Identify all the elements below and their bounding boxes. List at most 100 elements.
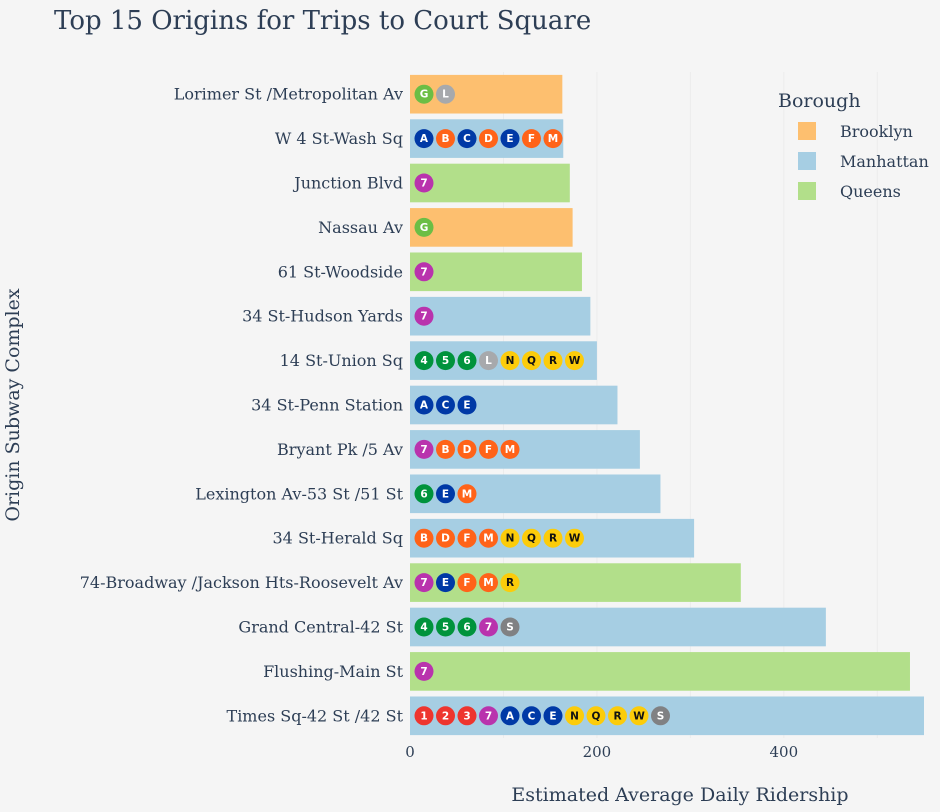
subway-line-badge	[414, 306, 434, 326]
subway-line-badge	[522, 528, 541, 548]
subway-line-badge	[500, 129, 520, 149]
subway-line-badge	[479, 439, 498, 459]
subway-line-label: L	[485, 355, 492, 367]
subway-line-badge	[414, 84, 434, 104]
subway-line-label: 7	[420, 444, 427, 456]
subway-line-badge	[414, 173, 434, 193]
subway-line-badge	[500, 573, 520, 593]
bar	[410, 74, 563, 114]
subway-line-label: S	[657, 710, 665, 722]
subway-line-badge	[479, 351, 498, 371]
category-label: 61 St-Woodside	[278, 262, 403, 281]
subway-line-label: 7	[420, 577, 427, 589]
category-labels: Lorimer St /Metropolitan Av W 4 St-Wash S…	[80, 85, 404, 726]
subway-line-label: 1	[420, 710, 427, 722]
subway-line-badge	[436, 706, 455, 726]
subway-line-label: A	[420, 400, 429, 412]
category-label: 34 St-Penn Station	[251, 396, 403, 415]
subway-line-label: Q	[527, 355, 536, 367]
chart-title: Top 15 Origins for Trips to Court Square	[54, 6, 591, 36]
subway-line-badge	[414, 617, 434, 637]
x-tick-label: 400	[769, 743, 798, 761]
bar-group: 7 E F M R	[410, 563, 741, 602]
subway-line-badge	[414, 439, 434, 459]
subway-line-badge	[522, 129, 541, 149]
subway-line-label: G	[420, 222, 429, 234]
subway-line-badge	[436, 573, 455, 593]
category-label: Junction Blvd	[292, 174, 403, 193]
subway-line-label: Q	[592, 710, 601, 722]
subway-line-badge	[565, 706, 584, 726]
subway-line-badge	[522, 706, 541, 726]
subway-line-label: W	[569, 355, 581, 367]
x-tick-labels: 0 200 400	[405, 743, 798, 761]
subway-line-badge	[543, 129, 563, 149]
subway-line-label: W	[569, 533, 581, 545]
legend-title: Borough	[778, 90, 861, 112]
subway-line-badge	[457, 395, 477, 415]
category-label: W 4 St-Wash Sq	[275, 129, 403, 148]
subway-line-badge	[479, 573, 498, 593]
subway-line-label: Q	[527, 533, 536, 545]
subway-line-label: S	[506, 622, 514, 634]
subway-line-badge	[543, 706, 563, 726]
subway-line-label: E	[442, 577, 449, 589]
subway-line-label: E	[442, 488, 449, 500]
category-label: 74-Broadway /Jackson Hts-Roosevelt Av	[80, 573, 403, 592]
subway-line-label: 5	[442, 355, 449, 367]
subway-line-badge	[457, 573, 477, 593]
subway-line-badge	[565, 351, 584, 371]
bar-group: G	[410, 208, 573, 247]
subway-line-label: 7	[420, 266, 427, 278]
subway-line-badge	[629, 706, 649, 726]
subway-line-label: 7	[420, 311, 427, 323]
subway-line-label: L	[442, 89, 449, 101]
subway-line-badge	[457, 439, 477, 459]
subway-line-label: R	[613, 710, 621, 722]
subway-line-badge	[479, 706, 498, 726]
subway-line-label: N	[570, 710, 579, 722]
subway-line-label: 6	[463, 355, 470, 367]
subway-line-label: 7	[420, 178, 427, 190]
subway-line-label: 7	[485, 622, 492, 634]
legend-swatch	[798, 182, 816, 200]
subway-line-badge	[414, 351, 434, 371]
subway-line-badge	[414, 217, 434, 237]
subway-line-badge	[414, 706, 434, 726]
bar	[410, 652, 910, 691]
subway-line-label: E	[549, 710, 556, 722]
subway-line-badge	[414, 573, 434, 593]
subway-line-label: N	[506, 355, 515, 367]
legend-swatch	[798, 122, 816, 140]
subway-line-label: 6	[463, 622, 470, 634]
subway-line-badge	[479, 528, 498, 548]
y-axis-title: Origin Subway Complex	[2, 288, 24, 522]
subway-line-label: E	[463, 400, 470, 412]
subway-line-badge	[436, 484, 455, 504]
subway-line-badge	[457, 706, 477, 726]
bar-group: 7	[410, 252, 582, 292]
subway-line-label: C	[463, 133, 471, 145]
subway-line-badge	[414, 528, 434, 548]
x-axis-title: Estimated Average Daily Ridership	[511, 784, 848, 806]
subway-line-badge	[608, 706, 627, 726]
subway-line-badge	[436, 351, 455, 371]
subway-line-label: R	[549, 533, 557, 545]
category-label: 34 St-Hudson Yards	[242, 307, 403, 326]
subway-line-label: 7	[420, 666, 427, 678]
subway-line-badge	[436, 617, 455, 637]
subway-line-badge	[522, 351, 541, 371]
category-label: Lexington Av-53 St /51 St	[195, 484, 403, 503]
subway-line-badge	[436, 528, 455, 548]
category-label: 14 St-Union Sq	[280, 351, 403, 370]
subway-line-badge	[436, 439, 455, 459]
subway-line-label: F	[463, 577, 470, 589]
subway-line-label: 6	[420, 488, 427, 500]
subway-line-badge	[414, 484, 434, 504]
legend: Borough Brooklyn Manhattan Queens	[778, 90, 929, 201]
subway-line-badge	[500, 528, 520, 548]
subway-line-label: A	[420, 133, 429, 145]
